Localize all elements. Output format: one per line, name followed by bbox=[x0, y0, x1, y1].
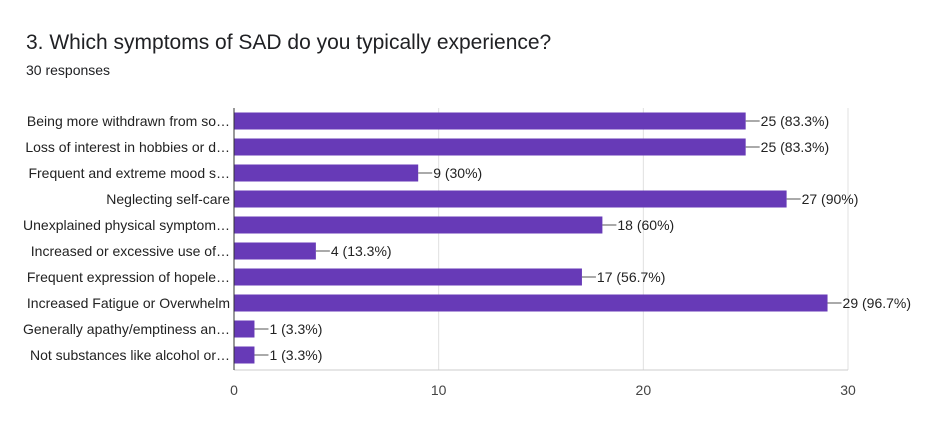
bar-6 bbox=[234, 268, 582, 286]
x-tick-label-1: 10 bbox=[431, 382, 447, 398]
category-label-1: Loss of interest in hobbies or d… bbox=[25, 139, 230, 155]
category-label-0: Being more withdrawn from so… bbox=[27, 113, 230, 129]
value-label-6: 17 (56.7%) bbox=[597, 269, 665, 285]
category-label-4: Unexplained physical symptom… bbox=[23, 217, 230, 233]
category-label-8: Generally apathy/emptiness an… bbox=[23, 321, 230, 337]
bar-5 bbox=[234, 242, 316, 260]
bar-4 bbox=[234, 216, 603, 234]
value-label-2: 9 (30%) bbox=[433, 165, 482, 181]
bar-7 bbox=[234, 294, 828, 312]
chart-title: 3. Which symptoms of SAD do you typicall… bbox=[26, 31, 552, 54]
bar-3 bbox=[234, 190, 787, 208]
category-label-7: Increased Fatigue or Overwhelm bbox=[27, 295, 230, 311]
category-label-9: Not substances like alcohol or… bbox=[30, 347, 230, 363]
x-tick-label-0: 0 bbox=[230, 382, 238, 398]
value-label-9: 1 (3.3%) bbox=[269, 347, 322, 363]
value-label-8: 1 (3.3%) bbox=[269, 321, 322, 337]
category-label-5: Increased or excessive use of… bbox=[31, 243, 230, 259]
category-label-2: Frequent and extreme mood s… bbox=[28, 165, 230, 181]
bar-8 bbox=[234, 320, 255, 338]
bar-1 bbox=[234, 138, 746, 156]
bar-2 bbox=[234, 164, 419, 182]
category-label-6: Frequent expression of hopele… bbox=[27, 269, 230, 285]
value-label-0: 25 (83.3%) bbox=[761, 113, 829, 129]
value-label-4: 18 (60%) bbox=[617, 217, 674, 233]
value-label-1: 25 (83.3%) bbox=[761, 139, 829, 155]
category-label-3: Neglecting self-care bbox=[106, 191, 230, 207]
value-label-7: 29 (96.7%) bbox=[843, 295, 911, 311]
value-label-5: 4 (13.3%) bbox=[331, 243, 392, 259]
response-count: 30 responses bbox=[26, 62, 111, 78]
x-tick-label-3: 30 bbox=[840, 382, 856, 398]
bar-0 bbox=[234, 112, 746, 130]
bar-9 bbox=[234, 346, 255, 364]
value-label-3: 27 (90%) bbox=[802, 191, 859, 207]
x-tick-label-2: 20 bbox=[636, 382, 652, 398]
